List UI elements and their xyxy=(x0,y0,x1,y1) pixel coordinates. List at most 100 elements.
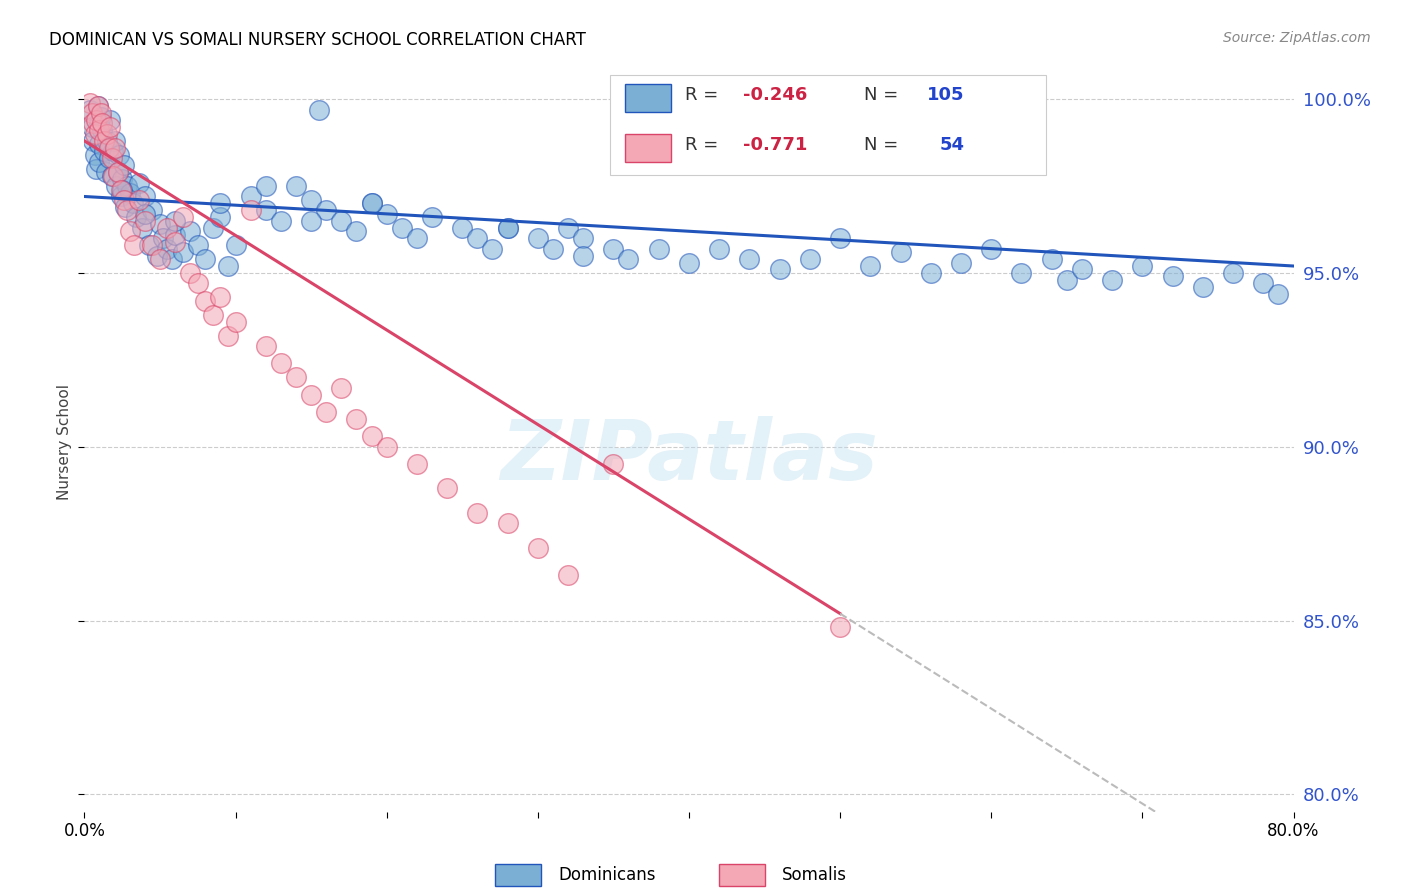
Point xyxy=(315,405,337,419)
Point xyxy=(572,231,595,245)
Point xyxy=(254,203,277,218)
Point xyxy=(527,231,550,245)
Point xyxy=(90,110,112,124)
Point xyxy=(1192,280,1215,294)
Point xyxy=(602,457,624,471)
Point xyxy=(1071,262,1094,277)
Point xyxy=(134,207,156,221)
Point xyxy=(131,220,153,235)
Point xyxy=(496,516,519,531)
Point xyxy=(141,238,163,252)
Point xyxy=(648,242,671,256)
Text: N =: N = xyxy=(865,136,904,154)
Point xyxy=(467,231,489,245)
Point xyxy=(107,165,129,179)
Point xyxy=(112,193,135,207)
Point xyxy=(84,127,107,141)
Point xyxy=(330,214,353,228)
Point xyxy=(375,440,398,454)
Point xyxy=(96,134,118,148)
Point xyxy=(105,179,128,194)
Point xyxy=(89,154,111,169)
Point xyxy=(239,189,262,203)
Point xyxy=(201,308,224,322)
Point xyxy=(738,252,761,266)
Point xyxy=(101,169,124,183)
Point xyxy=(82,116,104,130)
Point xyxy=(420,211,443,225)
Point xyxy=(91,116,114,130)
Point xyxy=(859,259,882,273)
Point xyxy=(128,176,150,190)
Point xyxy=(100,169,122,183)
Point xyxy=(617,252,640,266)
Point xyxy=(100,151,122,165)
Text: -0.246: -0.246 xyxy=(744,86,807,104)
Point xyxy=(101,145,124,159)
Point xyxy=(93,145,115,159)
Point xyxy=(299,214,322,228)
Point xyxy=(121,196,143,211)
Point xyxy=(527,541,550,555)
Point xyxy=(406,231,429,245)
Point xyxy=(138,238,160,252)
Point xyxy=(160,252,183,266)
Point xyxy=(82,134,104,148)
Point xyxy=(107,165,129,179)
Point xyxy=(890,245,912,260)
Text: R =: R = xyxy=(685,86,724,104)
Point xyxy=(128,193,150,207)
Point xyxy=(1161,269,1184,284)
Point xyxy=(172,245,194,260)
Point xyxy=(115,203,138,218)
Point xyxy=(165,235,187,249)
Point xyxy=(89,137,111,152)
Point xyxy=(115,179,138,194)
Point xyxy=(436,482,458,496)
Point xyxy=(93,134,115,148)
Point xyxy=(980,242,1002,256)
Point xyxy=(557,568,579,582)
Point xyxy=(299,387,322,401)
Point xyxy=(217,328,239,343)
Point xyxy=(602,242,624,256)
Point xyxy=(557,220,579,235)
Y-axis label: Nursery School: Nursery School xyxy=(56,384,72,500)
FancyBboxPatch shape xyxy=(624,85,671,112)
Point xyxy=(209,211,232,225)
Point xyxy=(315,203,337,218)
Point xyxy=(89,123,111,137)
Point xyxy=(375,207,398,221)
Point xyxy=(1040,252,1063,266)
Point xyxy=(104,134,127,148)
Point xyxy=(1011,266,1033,280)
Point xyxy=(481,242,503,256)
Point xyxy=(496,220,519,235)
Point xyxy=(678,255,700,269)
FancyBboxPatch shape xyxy=(610,75,1046,175)
Point xyxy=(156,242,179,256)
Point xyxy=(152,231,174,245)
Point xyxy=(360,429,382,443)
Point xyxy=(156,220,179,235)
Point xyxy=(950,255,973,269)
Point xyxy=(118,224,141,238)
Point xyxy=(830,620,852,634)
Point xyxy=(80,106,103,120)
Point xyxy=(225,238,247,252)
Point xyxy=(217,259,239,273)
Point xyxy=(125,211,148,225)
Point xyxy=(270,356,292,370)
Text: DOMINICAN VS SOMALI NURSERY SCHOOL CORRELATION CHART: DOMINICAN VS SOMALI NURSERY SCHOOL CORRE… xyxy=(49,31,586,49)
Point xyxy=(406,457,429,471)
Point xyxy=(360,196,382,211)
Point xyxy=(97,141,120,155)
Point xyxy=(451,220,474,235)
Point xyxy=(572,249,595,263)
Point xyxy=(201,220,224,235)
Point xyxy=(254,179,277,194)
Point xyxy=(299,193,322,207)
Point xyxy=(209,196,232,211)
Point xyxy=(830,231,852,245)
Point xyxy=(94,165,117,179)
